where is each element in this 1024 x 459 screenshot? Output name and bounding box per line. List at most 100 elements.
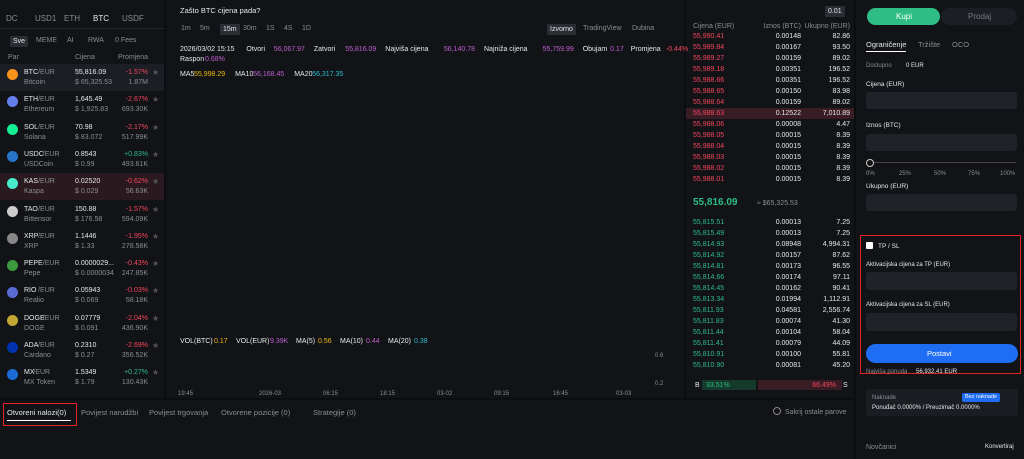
coin-name: XRP [24, 242, 39, 250]
fees-text: Ponuđač 0.0000% / Preuzimač 0.0000% [872, 405, 980, 411]
pair-quote[interactable]: /EUR [38, 205, 55, 213]
filter[interactable]: MEME [36, 37, 57, 44]
submit-btn[interactable] [866, 344, 1018, 363]
input[interactable] [866, 194, 1017, 211]
filter[interactable]: AI [67, 37, 74, 44]
coin-icon [7, 369, 18, 381]
book-price: 55,811.93 [693, 307, 724, 314]
pair-quote[interactable]: /EUR [42, 260, 60, 268]
pair-quote[interactable]: /EUR [42, 150, 60, 158]
tpsl-label[interactable]: TP / SL [878, 243, 900, 250]
pair-base[interactable]: RIO [24, 287, 37, 295]
input[interactable] [866, 134, 1017, 151]
submit-label[interactable]: Postavi [927, 349, 952, 358]
pair-quote[interactable]: /EUR [38, 123, 55, 131]
coin-name: USDCoin [24, 160, 54, 168]
filter[interactable]: Sve [10, 36, 29, 47]
market-tab[interactable]: DC [6, 14, 18, 23]
filter[interactable]: RWA [88, 37, 104, 44]
pair-base[interactable]: DOGE [24, 314, 45, 322]
pair-quote[interactable]: /EUR [42, 314, 60, 322]
volume: 356.52K [121, 352, 148, 359]
pair-base[interactable]: USDC [24, 150, 44, 158]
label: Aktivacijska cijena za SL (EUR) [866, 302, 950, 308]
pair-base[interactable]: TAO [24, 205, 38, 213]
coin-name: Realio [24, 297, 44, 305]
pair-base[interactable]: MX [24, 369, 35, 377]
bottom-tab[interactable]: Strategije (0) [313, 408, 356, 417]
book-amount: 0.00351 [775, 66, 801, 73]
ratio-label: S [843, 382, 848, 389]
book-total: 58.04 [832, 329, 850, 336]
form-tab[interactable]: Ograničenje [866, 40, 907, 49]
market-tab[interactable]: USD1 [35, 14, 57, 23]
view-tab[interactable]: Izvorno [547, 24, 576, 35]
column-header: Par [8, 54, 19, 61]
coin-icon [7, 314, 18, 326]
slider-knob[interactable] [866, 159, 874, 167]
pair-base[interactable]: ETH [24, 96, 38, 104]
interval[interactable]: 5m [200, 25, 210, 32]
ma-value: 56,168.45 [253, 71, 285, 78]
checkbox[interactable] [866, 242, 873, 249]
market-tab[interactable]: ETH [64, 14, 80, 23]
pair-base[interactable]: KAS [24, 178, 39, 186]
vol-label: VOL(EUR) [236, 338, 270, 345]
hide-checkbox[interactable] [773, 407, 781, 415]
price: 1.5349 [75, 369, 97, 377]
interval[interactable]: 1S [266, 25, 275, 32]
usd-price: $ 0.0000034 [75, 270, 114, 278]
book-price: 55,988.64 [693, 99, 725, 106]
pair-quote[interactable]: /EUR [38, 69, 55, 76]
bottom-tab[interactable]: Otvorene pozicije (0) [221, 408, 291, 417]
input[interactable] [866, 92, 1017, 109]
form-tab[interactable]: Tržište [918, 40, 941, 49]
book-price: 55,988.65 [693, 88, 725, 95]
pair-base[interactable]: SOL [24, 123, 39, 131]
bottom-tab[interactable]: Otvoreni nalozi(0) [7, 408, 67, 417]
step-select[interactable]: 0.01 [825, 6, 845, 17]
chart-title[interactable]: Zašto BTC cijena pada? [180, 6, 261, 15]
book-price: 55,988.66 [693, 77, 725, 84]
pair-base[interactable]: ADA [24, 342, 39, 349]
badge: Bez naknade [962, 393, 1001, 402]
info-value: 55,816.09 [345, 46, 377, 53]
sell-btn[interactable] [941, 8, 1017, 25]
hide-pairs[interactable]: Sakrij ostale parove [785, 409, 847, 416]
market-tab[interactable]: BTC [93, 14, 109, 23]
pair-quote[interactable]: /EUR [38, 96, 55, 104]
pair-base[interactable]: XRP [24, 232, 39, 240]
ratio-buy: 33.51% [706, 382, 730, 389]
pair-quote[interactable]: /EUR [38, 232, 55, 240]
pair-base[interactable]: PEPE [24, 260, 43, 268]
pair-quote[interactable]: /EUR [38, 178, 55, 186]
interval[interactable]: 1D [302, 25, 311, 32]
book-price: 55,988.02 [693, 165, 725, 172]
filter[interactable]: 0 Fees [115, 37, 137, 44]
pair-quote[interactable]: /EUR [38, 342, 55, 349]
interval[interactable]: 1m [181, 25, 191, 32]
convert-link[interactable]: Konvertiraj [985, 444, 1014, 450]
view-tab[interactable]: TradingView [583, 25, 622, 32]
interval[interactable]: 30m [243, 25, 257, 32]
pair-base[interactable]: BTC [24, 69, 38, 76]
slider-label: 25% [899, 171, 912, 177]
book-header: Ukupno (EUR) [804, 23, 850, 30]
view-tab[interactable]: Dubina [632, 25, 655, 32]
form-tab[interactable]: OCO [952, 40, 970, 49]
market-tab[interactable]: USDF [122, 14, 144, 23]
interval[interactable]: 15m [220, 24, 240, 35]
bottom-tab[interactable]: Povijest trgovanja [149, 408, 209, 417]
book-total: 90.41 [832, 285, 850, 292]
interval[interactable]: 4S [284, 25, 293, 32]
pair-quote[interactable]: /EUR [38, 287, 55, 295]
input[interactable] [866, 313, 1017, 331]
pair-quote[interactable]: /EUR [33, 369, 51, 377]
change: -0.03% [125, 287, 148, 295]
buy-label[interactable]: Kupi [896, 12, 913, 21]
vol-value: 0.38 [414, 338, 428, 345]
input[interactable] [866, 272, 1017, 290]
bottom-tab[interactable]: Povijest narudžbi [81, 408, 139, 417]
buy-btn[interactable] [867, 8, 940, 25]
book-total: 8.39 [836, 132, 850, 139]
